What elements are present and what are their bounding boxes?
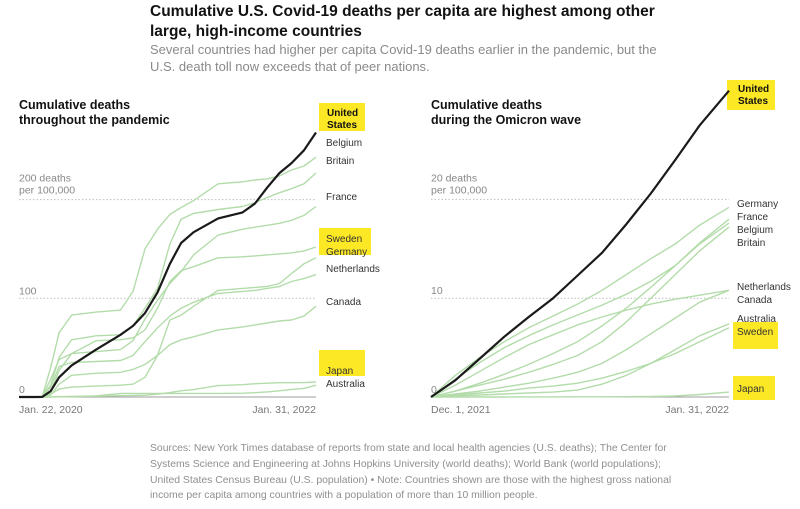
series-label-canada: Canada xyxy=(326,297,361,308)
series-line-united-states xyxy=(430,89,730,398)
highlight-united-states xyxy=(727,80,775,110)
chart-headline: Cumulative U.S. Covid-19 deaths per capi… xyxy=(150,3,655,40)
y-tick-unit-label: per 100,000 xyxy=(19,185,75,197)
x-tick-label: Jan. 22, 2020 xyxy=(19,404,83,416)
series-line-netherlands xyxy=(430,289,730,398)
series-label-sweden: Sweden xyxy=(326,234,362,245)
y-tick-unit-label: per 100,000 xyxy=(431,184,487,196)
series-line-sweden xyxy=(19,246,317,398)
y-tick-label: 0 xyxy=(19,384,25,396)
series-label-netherlands: Netherlands xyxy=(326,264,380,275)
series-label-australia: Australia xyxy=(326,379,365,390)
y-tick-label: 10 xyxy=(431,285,443,297)
series-line-japan xyxy=(431,391,730,398)
series-line-germany xyxy=(19,257,317,398)
series-line-britain xyxy=(430,226,730,398)
series-label-france: France xyxy=(326,192,358,203)
series-line-belgium xyxy=(430,222,730,398)
series-line-netherlands xyxy=(19,273,317,398)
panel-title: Cumulative deaths during the Omicron wave xyxy=(431,98,581,127)
series-label-belgium: Belgium xyxy=(737,225,773,236)
series-label-canada: Canada xyxy=(737,295,772,306)
highlight-sweden xyxy=(733,322,778,349)
highlight-united-states xyxy=(319,103,365,131)
panel-title: Cumulative deaths throughout the pandemic xyxy=(19,98,170,127)
series-line-canada xyxy=(430,289,730,398)
series-label-germany: Germany xyxy=(326,247,367,258)
series-line-britain xyxy=(19,172,317,398)
y-tick-label: 0 xyxy=(431,384,437,396)
series-label-united-states: United States xyxy=(327,108,358,131)
series-line-belgium xyxy=(19,156,317,398)
series-label-japan: Japan xyxy=(737,384,764,395)
series-line-canada xyxy=(19,305,317,398)
series-label-australia: Australia xyxy=(737,314,776,325)
chart-subheadline: Several countries had higher per capita … xyxy=(150,42,657,74)
series-label-belgium: Belgium xyxy=(326,138,362,149)
x-tick-label: Dec. 1, 2021 xyxy=(431,404,491,416)
series-line-australia xyxy=(19,384,317,398)
series-label-sweden: Sweden xyxy=(737,327,773,338)
source-note: Sources: New York Times database of repo… xyxy=(150,443,672,502)
highlight-sweden xyxy=(319,228,371,255)
series-label-united-states: United States xyxy=(738,84,769,107)
series-label-germany: Germany xyxy=(737,199,778,210)
y-tick-label: 100 xyxy=(19,285,37,297)
series-line-australia xyxy=(430,323,730,398)
highlight-japan xyxy=(733,376,775,400)
series-label-netherlands: Netherlands xyxy=(737,282,791,293)
x-tick-label: Jan. 31, 2022 xyxy=(252,404,316,416)
series-label-france: France xyxy=(737,212,769,223)
y-tick-label: 20 deaths xyxy=(431,172,477,184)
highlight-japan xyxy=(319,350,365,376)
series-line-germany xyxy=(430,206,730,398)
series-label-britain: Britain xyxy=(326,156,354,167)
series-label-japan: Japan xyxy=(326,366,353,377)
y-tick-label: 200 deaths xyxy=(19,173,71,185)
series-line-france xyxy=(19,205,317,398)
series-line-united-states xyxy=(19,131,317,399)
series-label-britain: Britain xyxy=(737,238,765,249)
x-tick-label: Jan. 31, 2022 xyxy=(665,404,729,416)
series-line-sweden xyxy=(430,327,730,398)
series-line-france xyxy=(430,218,730,398)
